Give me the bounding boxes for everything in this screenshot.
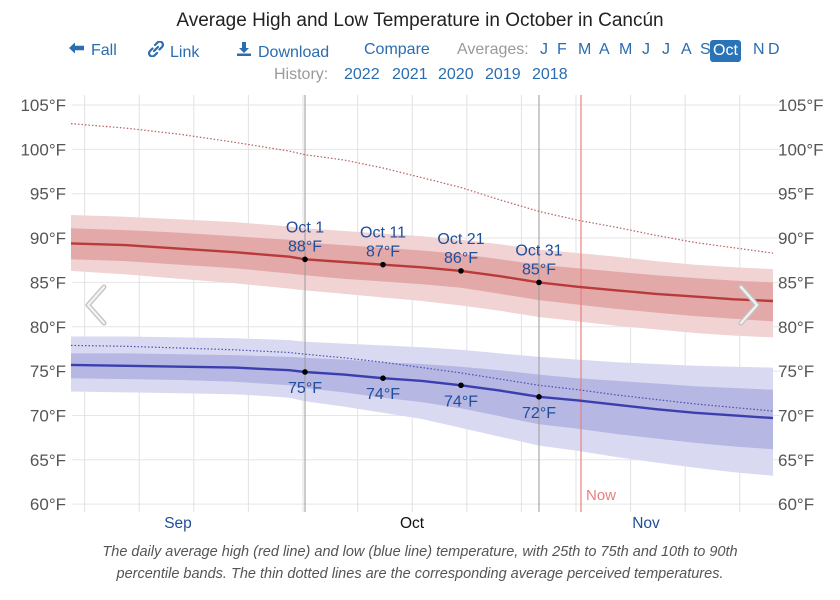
y-tick-label-left: 95°F <box>30 185 66 204</box>
y-tick-label-left: 85°F <box>30 273 66 292</box>
y-tick-label-left: 75°F <box>30 362 66 381</box>
high-point-marker <box>380 261 386 268</box>
y-tick-label-left: 105°F <box>20 96 66 115</box>
month-link-3[interactable]: A <box>599 41 610 58</box>
history-year-2018[interactable]: 2018 <box>532 66 568 83</box>
y-tick-label-left: 70°F <box>30 406 66 425</box>
back-label: Fall <box>91 42 117 59</box>
history-year-2021[interactable]: 2021 <box>392 66 428 83</box>
month-link-2[interactable]: M <box>578 41 592 58</box>
low-annotation-value: 74°F <box>366 386 400 403</box>
chart-caption: The daily average high (red line) and lo… <box>0 541 840 585</box>
now-label: Now <box>586 487 616 504</box>
y-tick-label-right: 80°F <box>778 318 814 337</box>
month-link-1[interactable]: F <box>557 41 567 58</box>
high-annotation-date: Oct 21 <box>437 231 484 248</box>
low-point-marker <box>302 369 308 375</box>
low-band-25-75 <box>71 353 773 450</box>
download-button[interactable]: Download <box>236 41 329 62</box>
month-link-0[interactable]: J <box>540 41 548 58</box>
low-point-marker <box>380 375 386 381</box>
chevron-left-icon[interactable] <box>85 284 107 326</box>
y-tick-label-left: 60°F <box>30 495 66 514</box>
high-point-marker <box>458 268 464 274</box>
arrow-left-icon <box>68 41 85 60</box>
month-link-7[interactable]: A <box>681 41 692 58</box>
high-annotation-value: 87°F <box>366 244 400 261</box>
high-perceived-line <box>70 123 774 254</box>
caption-line-2: percentile bands. The thin dotted lines … <box>116 566 724 582</box>
compare-link[interactable]: Compare <box>364 41 430 58</box>
y-tick-label-right: 100°F <box>778 140 824 159</box>
high-point-marker <box>302 256 308 263</box>
y-tick-label-right: 85°F <box>778 273 814 292</box>
high-annotation-value: 86°F <box>444 250 478 267</box>
month-link-10[interactable]: N <box>753 41 765 58</box>
high-band-25-75 <box>71 228 773 322</box>
link-button[interactable]: Link <box>147 40 200 62</box>
month-link-11[interactable]: D <box>768 41 780 58</box>
low-annotation-value: 72°F <box>522 405 556 422</box>
month-link-4[interactable]: M <box>619 41 633 58</box>
high-annotation-value: 85°F <box>522 261 556 278</box>
high-annotation-date: Oct 11 <box>360 225 406 242</box>
y-tick-label-right: 70°F <box>778 406 814 425</box>
chart-title: Average High and Low Temperature in Octo… <box>176 10 664 31</box>
history-year-2020[interactable]: 2020 <box>438 66 474 83</box>
link-icon <box>147 40 165 62</box>
caption-line-1: The daily average high (red line) and lo… <box>102 544 738 560</box>
y-tick-label-right: 95°F <box>778 185 814 204</box>
high-annotation-value: 88°F <box>288 238 322 255</box>
y-tick-label-right: 105°F <box>778 96 824 115</box>
high-line <box>70 242 774 303</box>
high-annotation-date: Oct 1 <box>286 219 324 236</box>
history-label: History: <box>274 66 329 83</box>
y-tick-label-left: 80°F <box>30 318 66 337</box>
history-row: History: 2022 2021 2020 2019 2018 <box>0 66 840 88</box>
y-tick-label-left: 65°F <box>30 451 66 470</box>
averages-label: Averages: <box>457 41 529 58</box>
y-tick-label-right: 60°F <box>778 495 814 514</box>
history-year-2022[interactable]: 2022 <box>344 66 380 83</box>
month-link-9[interactable]: Oct <box>710 40 741 62</box>
x-month-label: Oct <box>400 515 425 532</box>
history-year-2019[interactable]: 2019 <box>485 66 521 83</box>
month-link-5[interactable]: J <box>642 41 650 58</box>
y-tick-label-left: 90°F <box>30 229 66 248</box>
month-link-6[interactable]: J <box>662 41 670 58</box>
y-tick-label-left: 100°F <box>20 140 66 159</box>
low-point-marker <box>536 394 542 400</box>
high-point-marker <box>536 279 542 286</box>
high-annotation-date: Oct 31 <box>515 242 562 259</box>
low-line <box>70 363 774 420</box>
download-icon <box>236 41 252 62</box>
back-fall-link[interactable]: Fall <box>68 41 117 60</box>
low-point-marker <box>458 382 464 389</box>
x-month-label: Nov <box>632 515 660 532</box>
low-annotation-value: 75°F <box>288 380 322 397</box>
chevron-right-icon-inner <box>739 285 759 325</box>
y-tick-label-right: 65°F <box>778 451 814 470</box>
month-link-8[interactable]: S <box>700 41 711 58</box>
y-tick-label-right: 90°F <box>778 229 814 248</box>
download-label: Download <box>258 44 330 61</box>
link-label: Link <box>170 44 200 61</box>
low-perceived-line <box>70 344 774 412</box>
low-annotation-value: 74°F <box>444 393 478 410</box>
x-month-label: Sep <box>164 515 192 532</box>
y-tick-label-right: 75°F <box>778 362 814 381</box>
chevron-left-icon-inner <box>86 285 106 325</box>
